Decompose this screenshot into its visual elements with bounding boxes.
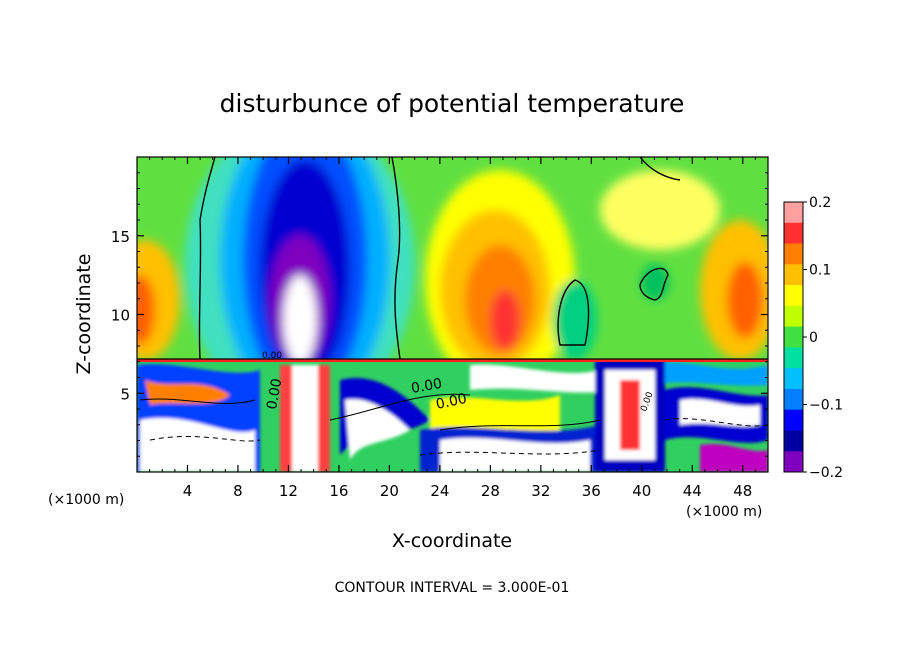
x-tick-label: 48 xyxy=(733,482,752,500)
colorbar-segment xyxy=(784,305,803,328)
contour-label: 0.00 xyxy=(264,377,285,410)
contour-lower-1 xyxy=(139,393,601,431)
x-axis-label: X-coordinate xyxy=(392,530,512,552)
y-tick-label: 15 xyxy=(111,228,130,246)
heatmap-field xyxy=(137,157,768,472)
lower-field xyxy=(137,359,768,472)
colorbar-segment xyxy=(784,347,803,369)
colorbar-tick-label: −0.1 xyxy=(809,398,843,414)
y-tick-label: 10 xyxy=(111,307,130,325)
x-tick-label: 20 xyxy=(380,482,399,500)
colorbar-segment xyxy=(784,451,803,473)
colorbar-segment xyxy=(784,202,803,224)
y-axis: 5 10 15 xyxy=(111,172,768,457)
x-tick-label: 24 xyxy=(430,482,449,500)
colorbar: 0.2 0.1 0 −0.1 −0.2 xyxy=(783,195,843,481)
contour-closed-1 xyxy=(557,279,590,346)
x-tick-label: 40 xyxy=(632,482,651,500)
x-tick-label: 36 xyxy=(582,482,601,500)
colorbar-segment xyxy=(784,409,803,431)
contour-lines xyxy=(139,157,768,456)
x-tick-label: 44 xyxy=(683,482,702,500)
colorbar-tick-label: 0 xyxy=(809,330,818,346)
x-tick-label: 32 xyxy=(531,482,550,500)
contour-label: 0.00 xyxy=(435,391,469,413)
y-axis-label: Z-coordinate xyxy=(73,254,95,375)
contour-interval-note: CONTOUR INTERVAL = 3.000E-01 xyxy=(335,580,570,596)
x-tick-label: 8 xyxy=(233,482,243,500)
colorbar-segment xyxy=(784,388,803,411)
chart-title: disturbunce of potential temperature xyxy=(220,89,685,118)
colorbar-segment xyxy=(784,430,803,452)
colorbar-segment xyxy=(784,368,803,390)
x-tick-label: 4 xyxy=(183,482,193,500)
contour-zero-right xyxy=(391,157,401,360)
contour-top-right xyxy=(639,157,681,181)
x-unit-left: (×1000 m) xyxy=(48,492,124,508)
x-tick-label: 12 xyxy=(279,482,298,500)
upper-field xyxy=(137,157,768,415)
colorbar-segment xyxy=(784,222,803,245)
x-tick-label: 16 xyxy=(329,482,348,500)
colorbar-tick-label: 0.2 xyxy=(809,195,831,211)
x-axis: 4 8 12 16 20 24 28 32 36 40 44 48 xyxy=(149,157,756,500)
contour-zero-left xyxy=(198,157,216,360)
x-tick-label: 28 xyxy=(481,482,500,500)
colorbar-segment xyxy=(784,285,803,307)
colorbar-segment xyxy=(784,243,803,265)
colorbar-segment xyxy=(784,326,803,348)
colorbar-segment xyxy=(784,264,803,286)
colorbar-tick-label: 0.1 xyxy=(809,263,831,279)
contour-lower-dash xyxy=(149,418,768,456)
colorbar-tick-label: −0.2 xyxy=(809,465,843,481)
contour-label: 0.00 xyxy=(410,376,443,397)
contour-closed-2 xyxy=(639,267,669,301)
contour-labels: 0.00 0.00 0.00 0.00 0.00 xyxy=(262,351,656,413)
contour-label: 0.00 xyxy=(262,351,282,361)
y-tick-label: 5 xyxy=(120,385,130,403)
x-unit-right: (×1000 m) xyxy=(686,504,762,520)
